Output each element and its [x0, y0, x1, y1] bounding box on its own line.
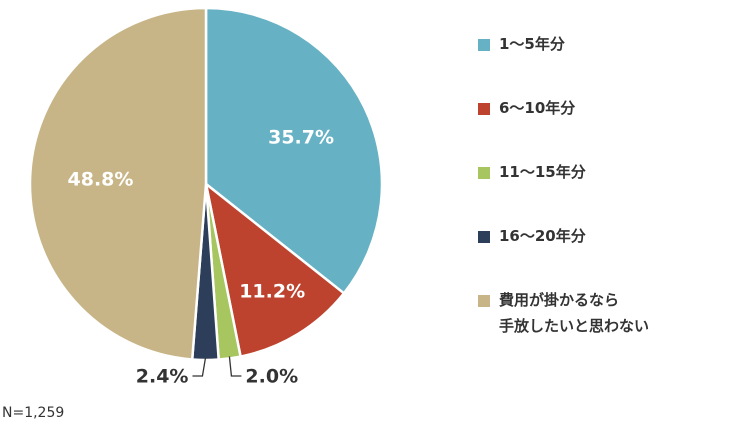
leader-lines	[192, 356, 242, 377]
slice-6-10-years	[204, 180, 346, 359]
legend-label: 11〜15年分	[499, 163, 586, 181]
slice-1-5-years	[204, 6, 384, 296]
slice-label-0: 35.7%	[268, 127, 334, 149]
legend-item-16-20: 16〜20年分	[478, 227, 728, 291]
legend-item-11-15: 11〜15年分	[478, 163, 728, 227]
pie-slices	[28, 6, 384, 362]
legend-swatch	[478, 231, 490, 243]
legend-swatch	[478, 167, 490, 179]
slice-label-1: 11.2%	[239, 281, 305, 303]
legend: 1〜5年分 6〜10年分 11〜15年分 16〜20年分 費用が掛かるなら 手放…	[478, 35, 728, 361]
legend-item-not-keep: 費用が掛かるなら 手放したいと思わない	[478, 291, 728, 361]
slice-not-keep	[28, 6, 208, 361]
legend-label: 費用が掛かるなら 手放したいと思わない	[499, 291, 650, 335]
leader-line-2-4	[192, 357, 207, 377]
legend-swatch	[478, 39, 490, 51]
legend-label: 6〜10年分	[499, 99, 576, 117]
legend-item-6-10: 6〜10年分	[478, 99, 728, 163]
legend-swatch	[478, 295, 490, 307]
slice-labels: 35.7% 11.2% 48.8% 2.0% 2.4%	[68, 127, 335, 388]
legend-label: 16〜20年分	[499, 227, 586, 245]
legend-label: 1〜5年分	[499, 35, 565, 53]
legend-item-1-5: 1〜5年分	[478, 35, 728, 99]
slice-label-2: 2.0%	[245, 366, 298, 388]
leader-line-2-0	[228, 356, 242, 377]
legend-swatch	[478, 103, 490, 115]
slice-label-3: 2.4%	[136, 366, 189, 388]
sample-size-note: N=1,259	[2, 405, 65, 421]
slice-label-4: 48.8%	[68, 168, 134, 190]
